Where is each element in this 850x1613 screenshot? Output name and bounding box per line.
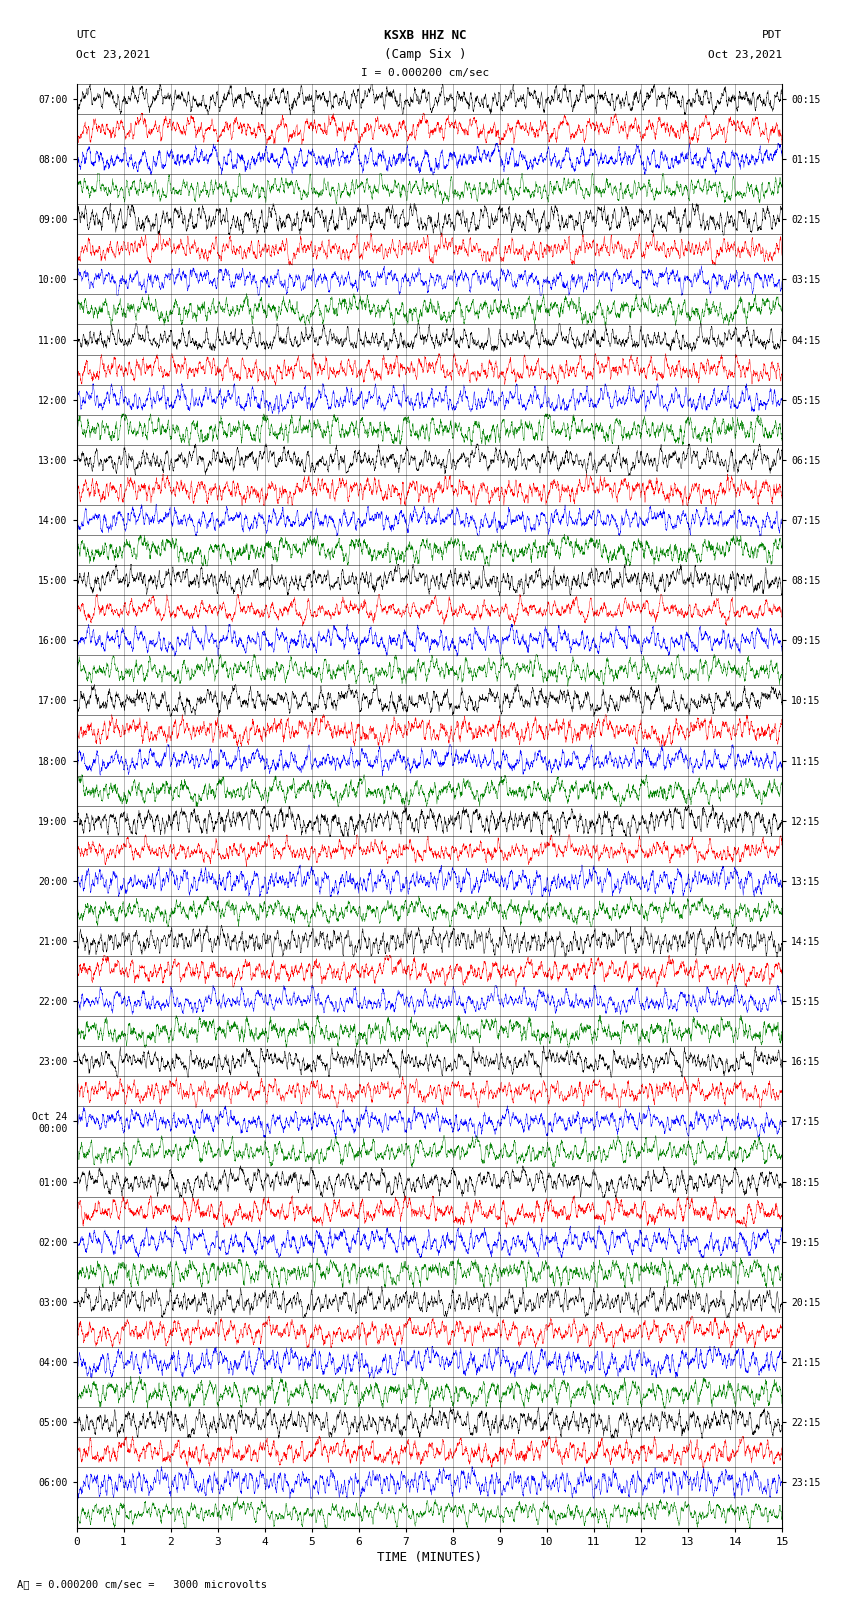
Text: KSXB HHZ NC: KSXB HHZ NC <box>383 29 467 42</box>
X-axis label: TIME (MINUTES): TIME (MINUTES) <box>377 1550 482 1563</box>
Text: UTC: UTC <box>76 31 97 40</box>
Text: Oct 23,2021: Oct 23,2021 <box>76 50 150 60</box>
Text: I = 0.000200 cm/sec: I = 0.000200 cm/sec <box>361 68 489 77</box>
Text: (Camp Six ): (Camp Six ) <box>383 48 467 61</box>
Text: PDT: PDT <box>762 31 782 40</box>
Text: A⎴ = 0.000200 cm/sec =   3000 microvolts: A⎴ = 0.000200 cm/sec = 3000 microvolts <box>17 1579 267 1589</box>
Text: Oct 23,2021: Oct 23,2021 <box>708 50 782 60</box>
